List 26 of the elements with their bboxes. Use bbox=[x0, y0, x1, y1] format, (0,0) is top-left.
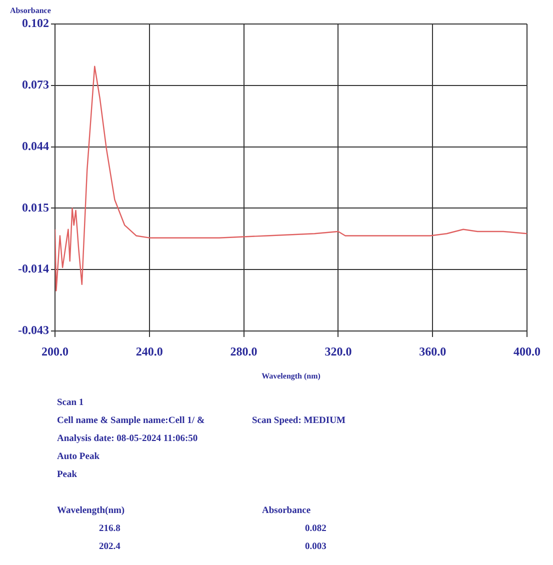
text: Analysis date: 08-05-2024 11:06:50 bbox=[57, 434, 198, 444]
text: Scan 1 bbox=[57, 398, 84, 408]
x-tick-label: 400.0 bbox=[514, 344, 540, 358]
text: 0.003 bbox=[305, 542, 326, 552]
x-tick-label: 280.0 bbox=[230, 344, 258, 358]
y-tick-label: 0.102 bbox=[22, 16, 49, 30]
x-tick-label: 360.0 bbox=[419, 344, 446, 358]
text: Peak bbox=[57, 470, 78, 480]
text: 216.8 bbox=[99, 524, 120, 534]
x-tick-label: 320.0 bbox=[324, 344, 352, 358]
text: Auto Peak bbox=[57, 452, 100, 462]
x-axis-title: Wavelength (nm) bbox=[262, 371, 321, 380]
text: Wavelength(nm) bbox=[57, 506, 125, 516]
text: Cell name & Sample name:Cell 1/ & bbox=[57, 416, 205, 426]
x-tick-label: 240.0 bbox=[136, 344, 163, 358]
y-tick-label: 0.073 bbox=[22, 77, 49, 92]
text: 0.082 bbox=[305, 524, 326, 534]
x-tick-label: 200.0 bbox=[42, 344, 68, 358]
text: Absorbance bbox=[262, 506, 311, 516]
y-tick-label: 0.044 bbox=[22, 138, 49, 153]
text: 202.4 bbox=[99, 542, 120, 552]
y-tick-label: 0.015 bbox=[22, 200, 49, 214]
y-axis-title: Absorbance bbox=[10, 6, 52, 16]
y-tick-label: -0.043 bbox=[18, 323, 49, 338]
y-tick-label: -0.014 bbox=[18, 262, 49, 276]
text: Scan Speed: MEDIUM bbox=[252, 416, 346, 426]
